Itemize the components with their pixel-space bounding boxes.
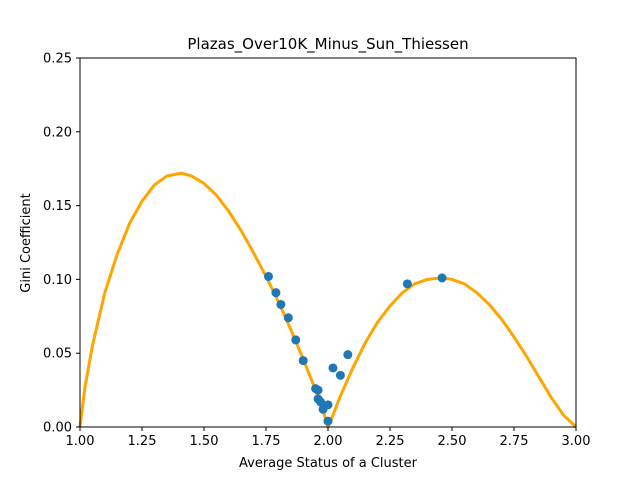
data-point (291, 335, 301, 345)
y-axis-ticks: 0.00 0.05 0.10 0.15 0.20 0.25 (43, 52, 80, 436)
data-point (298, 356, 308, 366)
y-axis-label: Gini Coefficient (19, 193, 34, 292)
y-tick-label: 0.05 (43, 347, 72, 362)
data-points (263, 271, 447, 426)
x-tick-label: 2.25 (376, 434, 405, 449)
x-axis-ticks: 1.00 1.25 1.50 1.75 2.00 2.25 2.50 2.75 3.00 (66, 427, 591, 449)
data-point (316, 397, 326, 407)
data-point (328, 363, 338, 373)
data-point (437, 273, 447, 283)
data-point (323, 416, 333, 426)
data-point (323, 400, 333, 410)
data-point (335, 370, 345, 380)
x-axis-label: Average Status of a Cluster (239, 456, 418, 471)
plot-area (78, 171, 578, 429)
data-point (263, 271, 273, 281)
y-tick-label: 0.25 (43, 52, 72, 67)
x-tick-label: 2.75 (500, 434, 529, 449)
y-tick-label: 0.00 (43, 421, 72, 436)
x-tick-label: 3.00 (562, 434, 591, 449)
data-point (313, 385, 323, 395)
x-tick-label: 2.50 (438, 434, 467, 449)
x-tick-label: 2.00 (314, 434, 343, 449)
data-point (283, 313, 293, 323)
data-point (276, 299, 286, 309)
x-tick-label: 1.00 (66, 434, 95, 449)
data-point (402, 279, 412, 289)
x-tick-label: 1.50 (190, 434, 219, 449)
x-tick-label: 1.25 (128, 434, 157, 449)
x-tick-label: 1.75 (252, 434, 281, 449)
y-tick-label: 0.10 (43, 273, 72, 288)
chart-title: Plazas_Over10K_Minus_Sun_Thiessen (187, 35, 468, 54)
data-point (343, 350, 353, 360)
y-tick-label: 0.15 (43, 199, 72, 214)
y-tick-label: 0.20 (43, 125, 72, 140)
data-point (271, 288, 281, 298)
